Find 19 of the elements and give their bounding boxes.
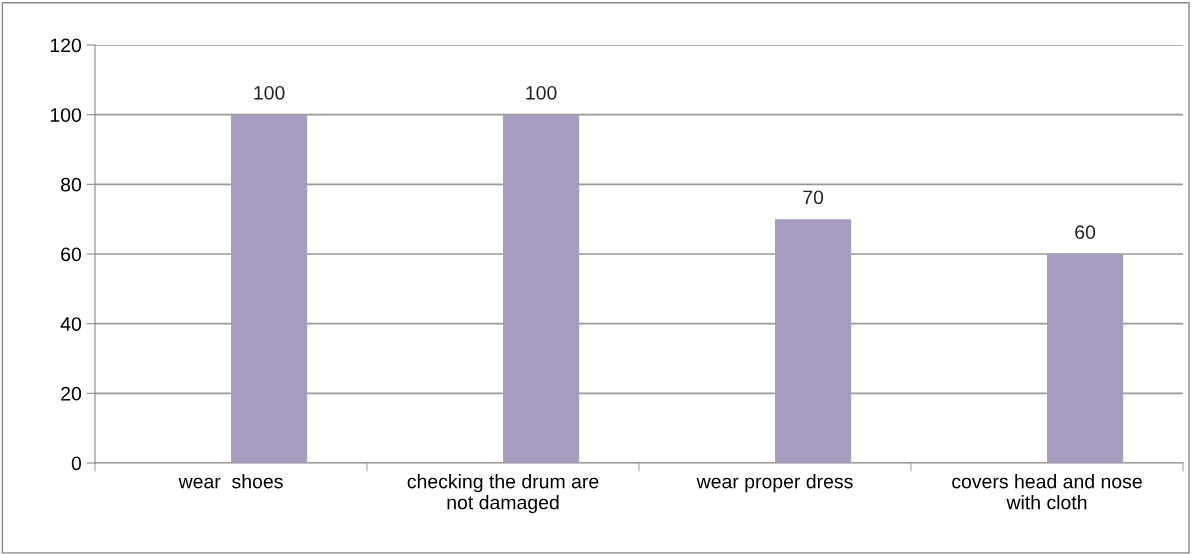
- x-tick-label: checking the drum are not damaged: [407, 474, 599, 514]
- data-label: 60: [1075, 225, 1096, 240]
- x-tick-label: wear shoes: [178, 474, 283, 489]
- bar: [503, 114, 580, 463]
- x-tick-label: wear proper dress: [696, 474, 853, 493]
- bar: [231, 114, 308, 463]
- data-label: 70: [803, 190, 824, 205]
- y-tick-label: 40: [60, 317, 82, 331]
- y-tick-label: 20: [61, 386, 82, 401]
- y-tick-label: 0: [71, 456, 82, 471]
- x-tick-label: covers head and nose with cloth: [952, 474, 1142, 510]
- y-tick-label: 120: [50, 38, 82, 53]
- y-tick-label: 100: [50, 108, 82, 122]
- bar: [1047, 254, 1124, 463]
- data-label: 100: [254, 85, 285, 100]
- y-tick-label: 80: [61, 177, 82, 192]
- data-label: 100: [526, 85, 557, 100]
- y-tick-label: 60: [61, 247, 82, 262]
- bar: [775, 219, 852, 463]
